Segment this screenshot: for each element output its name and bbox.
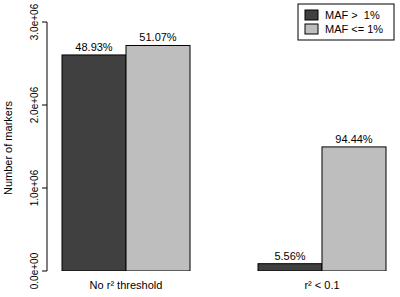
y-tick bbox=[42, 188, 47, 189]
bar-annotation: 94.44% bbox=[335, 133, 373, 145]
legend-swatch bbox=[305, 24, 318, 34]
bar bbox=[258, 264, 322, 271]
bar bbox=[62, 55, 126, 271]
legend-label: MAF > 1% bbox=[325, 9, 380, 21]
y-tick bbox=[42, 22, 47, 23]
bars bbox=[62, 45, 386, 271]
bar bbox=[126, 45, 190, 271]
bar bbox=[322, 147, 386, 271]
legend-box bbox=[298, 4, 394, 40]
y-tick bbox=[42, 271, 47, 272]
bar-annotation: 48.93% bbox=[75, 41, 113, 53]
y-tick-label: 0.0e+00 bbox=[29, 252, 40, 289]
y-tick-label: 1.0e+06 bbox=[29, 169, 40, 206]
legend: MAF > 1% MAF <= 1% bbox=[298, 4, 394, 40]
y-axis-line bbox=[47, 22, 48, 271]
chart: 0.0e+00 1.0e+06 2.0e+06 3.0e+06 Number of ma… bbox=[0, 0, 400, 297]
x-tick-label: No r² threshold bbox=[90, 279, 163, 291]
legend-label: MAF <= 1% bbox=[325, 23, 383, 35]
y-axis-title: Number of markers bbox=[2, 100, 14, 195]
bar-annotation: 5.56% bbox=[274, 250, 305, 262]
x-tick-label: r² < 0.1 bbox=[304, 279, 339, 291]
bar-annotation: 51.07% bbox=[139, 31, 177, 43]
y-tick bbox=[42, 105, 47, 106]
y-tick-label: 2.0e+06 bbox=[29, 86, 40, 123]
legend-swatch bbox=[305, 10, 318, 20]
y-tick-label: 3.0e+06 bbox=[29, 3, 40, 40]
